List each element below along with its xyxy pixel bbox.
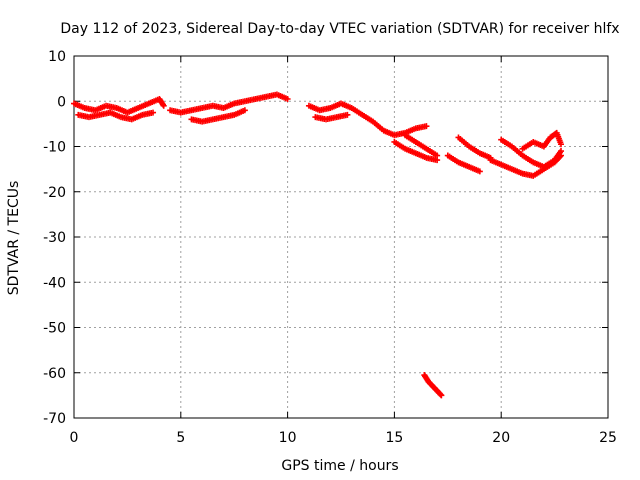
x-tick-label: 10	[279, 430, 297, 446]
y-tick-label: -30	[43, 230, 66, 246]
series-track-i	[444, 152, 483, 175]
series-track-a	[71, 95, 167, 116]
y-tick-label: 0	[57, 94, 66, 110]
data-point	[476, 168, 483, 175]
series-track-b	[75, 109, 157, 123]
series-track-c	[167, 91, 291, 116]
y-tick-label: -10	[43, 140, 66, 156]
data-point	[434, 152, 441, 159]
y-tick-label: -60	[43, 366, 66, 382]
grid-lines	[74, 56, 608, 418]
data-point	[438, 392, 445, 399]
data-point	[160, 102, 167, 109]
data-point	[558, 141, 565, 148]
data-point	[556, 153, 563, 160]
series-track-n	[421, 372, 445, 399]
data-point	[423, 123, 430, 130]
data-point	[344, 111, 351, 118]
chart-title: Day 112 of 2023, Sidereal Day-to-day VTE…	[60, 21, 619, 37]
data-point	[241, 107, 248, 114]
x-axis-label: GPS time / hours	[281, 458, 398, 474]
axis-ticks: 0 5 10 15 20 25 10 0 -10 -20 -30 -40 -50 -60 -70	[43, 49, 617, 446]
y-axis-label: SDTVAR / TECUs	[6, 181, 22, 296]
x-tick-label: 20	[492, 430, 510, 446]
y-tick-label: -50	[43, 321, 66, 337]
data-points	[71, 91, 565, 399]
y-tick-label: -70	[43, 411, 66, 427]
x-tick-label: 5	[176, 430, 185, 446]
y-tick-label: 10	[48, 49, 66, 65]
series-track-l	[487, 152, 565, 179]
series-track-j	[455, 134, 494, 161]
data-point	[150, 109, 157, 116]
y-tick-label: -20	[43, 185, 66, 201]
series-track-h	[402, 132, 441, 159]
data-point	[558, 152, 565, 159]
data-point	[284, 95, 291, 102]
series-track-e	[305, 100, 430, 139]
series-track-m	[519, 129, 565, 152]
series-track-g	[391, 138, 441, 164]
series-track-f	[312, 111, 351, 123]
series-track-d	[188, 107, 248, 125]
x-tick-label: 25	[599, 430, 617, 446]
x-tick-label: 15	[385, 430, 403, 446]
y-tick-label: -40	[43, 275, 66, 291]
x-tick-label: 0	[70, 430, 79, 446]
